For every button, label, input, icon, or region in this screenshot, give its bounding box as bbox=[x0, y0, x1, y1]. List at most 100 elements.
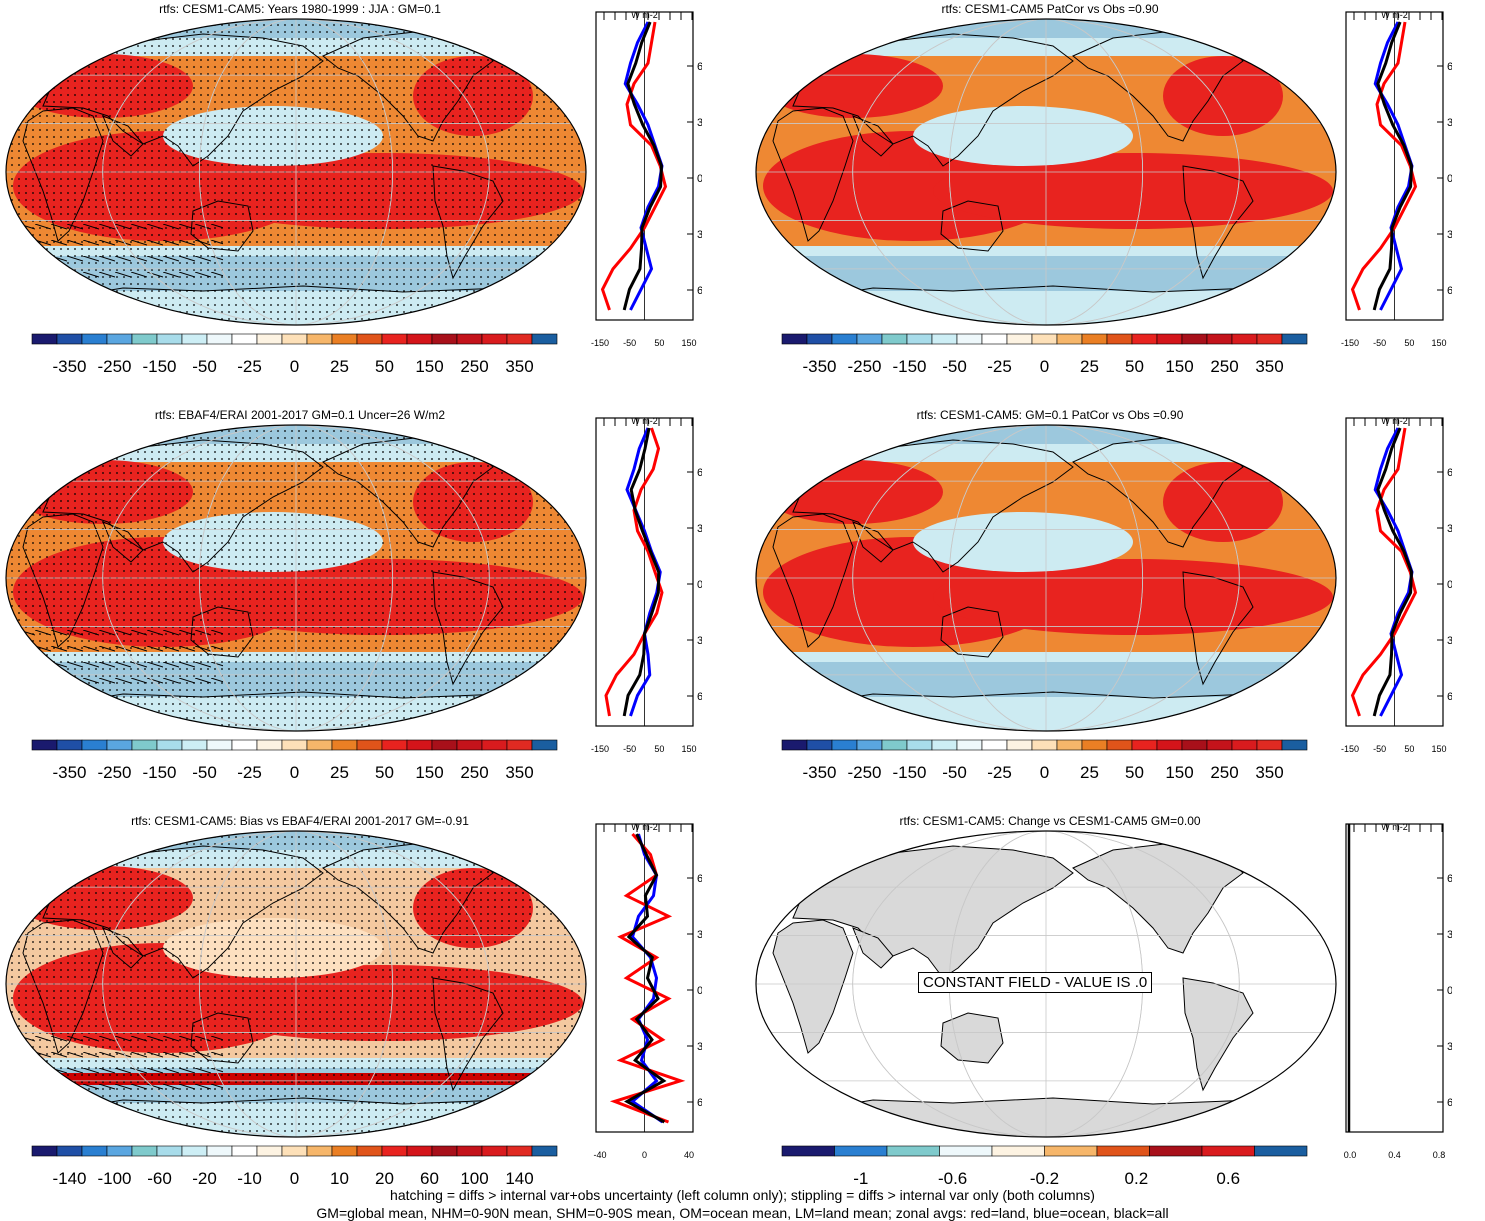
colorbar-swatch bbox=[931, 333, 958, 345]
colorbar-swatch bbox=[1206, 739, 1233, 751]
zonal-lat-label: 30N bbox=[1447, 117, 1452, 129]
zonal-line-land bbox=[609, 833, 686, 1124]
zonal-lat-label: 0 bbox=[697, 173, 702, 185]
zonal-x-label: 0.0 bbox=[1344, 1150, 1357, 1160]
zonal-x-label: 150 bbox=[681, 744, 696, 754]
colorbar: -350 -250 -150 -50 -25 0 25 50 150 250 350 bbox=[31, 739, 558, 782]
colorbar-swatch bbox=[831, 333, 858, 345]
colorbar-label: -350 bbox=[52, 763, 86, 782]
colorbar-swatch bbox=[1044, 1145, 1098, 1157]
zonal-x-label: 150 bbox=[681, 338, 696, 348]
zonal-x-label: 0.8 bbox=[1433, 1150, 1446, 1160]
meridian-line bbox=[198, 19, 394, 325]
zonal-line-ocean bbox=[623, 21, 664, 311]
colorbar-swatch bbox=[531, 739, 558, 751]
land-2 bbox=[852, 927, 894, 969]
panel-title: rtfs: CESM1-CAM5: Change vs CESM1-CAM5 G… bbox=[899, 814, 1201, 828]
zonal-lat-label: 60S bbox=[1447, 691, 1452, 703]
coastline-0 bbox=[772, 513, 854, 648]
colorbar-label: 25 bbox=[1080, 357, 1099, 376]
colorbar-label: -150 bbox=[892, 357, 926, 376]
hatching bbox=[23, 622, 223, 692]
panel-3: rtfs: EBAF4/ERAI 2001-2017 GM=0.1 Uncer=… bbox=[0, 406, 742, 811]
colorbar-swatch bbox=[81, 333, 108, 345]
colorbar-label: 0 bbox=[290, 763, 299, 782]
colorbar-swatch bbox=[1131, 333, 1158, 345]
graticule bbox=[6, 425, 586, 731]
zonal-lat-label: 30N bbox=[697, 117, 702, 129]
colorbar-label: -50 bbox=[192, 357, 217, 376]
panel-6: rtfs: CESM1-CAM5: Change vs CESM1-CAM5 G… bbox=[750, 812, 1485, 1217]
colorbar-swatch bbox=[431, 739, 458, 751]
colorbar-label: -0.2 bbox=[1030, 1169, 1059, 1188]
zonal-lat-label: 60N bbox=[1447, 61, 1452, 73]
colorbar-swatch bbox=[431, 333, 458, 345]
colorbar-swatch bbox=[356, 333, 383, 345]
zonal-line-ocean bbox=[1373, 21, 1414, 311]
colorbar-swatch bbox=[956, 333, 983, 345]
colorbar-swatch bbox=[306, 739, 333, 751]
zonal-x-label: -150 bbox=[1341, 338, 1359, 348]
colorbar-swatch bbox=[381, 1145, 408, 1157]
zonal-lat-label: 0 bbox=[697, 579, 702, 591]
colorbar-label: 140 bbox=[505, 1169, 533, 1188]
colorbar-label: -350 bbox=[802, 763, 836, 782]
colorbar-swatch bbox=[506, 333, 533, 345]
colorbar-swatch bbox=[56, 333, 83, 345]
colorbar-swatch bbox=[106, 739, 133, 751]
colorbar-label: 350 bbox=[1255, 763, 1283, 782]
colorbar-swatch bbox=[1131, 739, 1158, 751]
colorbar-label: 150 bbox=[415, 357, 443, 376]
colorbar-label: 25 bbox=[330, 763, 349, 782]
colorbar-label: 150 bbox=[1165, 357, 1193, 376]
map-field bbox=[6, 19, 586, 325]
zonal-line-ocean bbox=[1373, 427, 1414, 717]
colorbar-swatch bbox=[1031, 333, 1058, 345]
coastline-1 bbox=[792, 33, 1074, 167]
colorbar-label: 250 bbox=[460, 357, 488, 376]
colorbar-swatch bbox=[406, 739, 433, 751]
coastline-3 bbox=[940, 606, 1004, 658]
colorbar-swatch bbox=[906, 333, 933, 345]
zonal-x-label: 150 bbox=[1431, 744, 1446, 754]
colorbar-label: -150 bbox=[142, 357, 176, 376]
zonal-x-label: 50 bbox=[654, 338, 664, 348]
colorbar-swatch bbox=[281, 739, 308, 751]
colorbar-label: -25 bbox=[987, 357, 1012, 376]
colorbar-swatch bbox=[1256, 739, 1283, 751]
colorbar-label: 50 bbox=[375, 763, 394, 782]
map-border bbox=[755, 424, 1337, 732]
colorbar-swatch bbox=[831, 739, 858, 751]
map-plot bbox=[755, 424, 1337, 732]
map-plot bbox=[5, 18, 587, 326]
colorbar-label: 0 bbox=[290, 1169, 299, 1188]
meridian-line bbox=[948, 19, 1144, 325]
zonal-average-plot: W m-2 60N 30N 0 30S 60S -40 0 40 bbox=[593, 822, 702, 1160]
colorbar: -140 -100 -60 -20 -10 0 10 20 60 100 140 bbox=[31, 1145, 558, 1188]
zonal-lat-label: 0 bbox=[1447, 173, 1452, 185]
colorbar-label: 50 bbox=[375, 357, 394, 376]
colorbar-swatch bbox=[1156, 333, 1183, 345]
colorbar-label: -50 bbox=[942, 357, 967, 376]
coastline-0 bbox=[772, 107, 854, 242]
colorbar-swatch bbox=[56, 1145, 83, 1157]
colorbar-swatch bbox=[1106, 333, 1133, 345]
meridian-line bbox=[198, 425, 394, 731]
colorbar-swatch bbox=[56, 739, 83, 751]
colorbar-label: 50 bbox=[1125, 763, 1144, 782]
zonal-average-plot: W m-2 60N 30N 0 30S 60S -150 -50 50 150 bbox=[591, 416, 702, 754]
colorbar-label: -20 bbox=[192, 1169, 217, 1188]
colorbar-label: -100 bbox=[97, 1169, 131, 1188]
colorbar: -350 -250 -150 -50 -25 0 25 50 150 250 350 bbox=[781, 739, 1308, 782]
colorbar-swatch bbox=[1281, 333, 1308, 345]
zonal-x-label: -50 bbox=[623, 338, 636, 348]
meridian-line bbox=[852, 425, 1240, 731]
colorbar-label: 150 bbox=[415, 763, 443, 782]
colorbar-swatch bbox=[181, 1145, 208, 1157]
colorbar-label: -350 bbox=[802, 357, 836, 376]
colorbar-swatch bbox=[939, 1145, 993, 1157]
field-blob-npac bbox=[913, 106, 1133, 166]
colorbar-swatch bbox=[981, 333, 1008, 345]
colorbar-swatch bbox=[956, 739, 983, 751]
colorbar-swatch bbox=[1006, 739, 1033, 751]
